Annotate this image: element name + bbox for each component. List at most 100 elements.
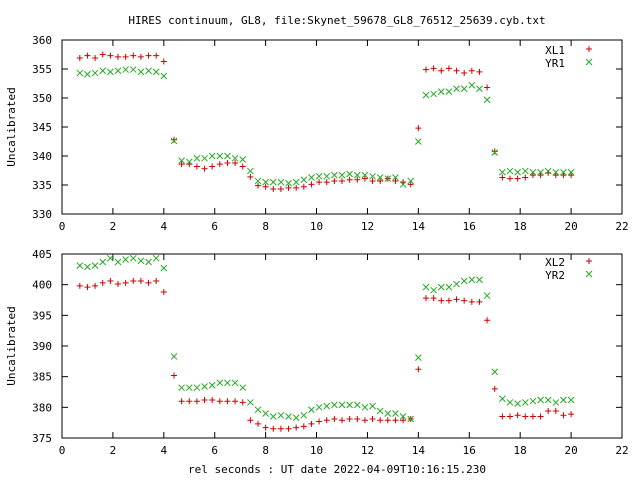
data-point-xl1-glyph [122, 53, 129, 60]
data-point-yr1-glyph [476, 85, 483, 93]
data-point-yr2 [353, 401, 361, 409]
data-point-xl2-glyph [76, 282, 83, 289]
data-point-yr1-glyph [224, 152, 231, 160]
data-point-xl1 [354, 176, 361, 183]
data-point-xl2 [76, 282, 83, 289]
data-point-yr2-glyph [476, 276, 483, 284]
data-point-yr2 [91, 262, 99, 270]
data-point-xl1 [438, 67, 445, 74]
x-tick-label: 16 [463, 444, 476, 457]
data-point-xl1-glyph [453, 67, 460, 74]
x-tick-label: 16 [463, 220, 476, 233]
data-point-xl1-glyph [415, 125, 422, 132]
data-point-yr2-glyph [361, 403, 369, 411]
upper-y-axis-label: Uncalibrated [5, 87, 18, 166]
data-point-yr2 [292, 414, 300, 422]
data-point-yr1 [185, 158, 193, 166]
data-point-xl2-glyph [130, 277, 137, 284]
chart-title: HIRES continuum, GL8, file:Skynet_59678_… [128, 14, 545, 27]
data-point-yr1-glyph [445, 88, 453, 95]
data-point-xl2-glyph [423, 295, 429, 302]
data-point-yr2 [114, 258, 122, 266]
data-point-yr1 [269, 178, 277, 186]
data-point-yr1-glyph [137, 68, 145, 76]
data-point-xl2-glyph [392, 417, 399, 424]
data-point-yr1-glyph [292, 178, 300, 186]
data-point-yr2-glyph [137, 257, 145, 265]
data-point-yr1-glyph [529, 168, 537, 176]
data-point-yr1-glyph [399, 181, 407, 188]
data-point-yr1-glyph [129, 66, 137, 73]
data-point-yr2 [208, 381, 216, 389]
data-point-xl1 [514, 175, 521, 182]
data-point-xl2 [153, 277, 160, 284]
upper-data-points [76, 51, 575, 193]
lower-panel: Uncalibrated 0 2 4 6 8 10 12 14 16 18 20 22 375 380 38… [5, 248, 629, 457]
data-point-xl2-glyph [415, 366, 422, 373]
data-point-yr1 [567, 168, 575, 176]
data-point-yr1 [483, 96, 491, 104]
data-point-xl1 [461, 70, 468, 77]
y-tick-label: 345 [32, 121, 52, 134]
data-point-yr2-glyph [262, 410, 269, 417]
data-point-yr2-glyph [323, 402, 331, 410]
data-point-xl1 [285, 184, 292, 191]
data-point-yr1-glyph [107, 68, 114, 76]
data-point-yr2-glyph [506, 399, 514, 406]
data-point-xl1 [507, 175, 513, 182]
data-point-xl2 [468, 298, 475, 305]
data-point-xl1-glyph [529, 172, 536, 179]
data-point-xl1 [76, 54, 83, 61]
data-point-yr2-glyph [567, 396, 575, 404]
data-point-xl2 [476, 298, 483, 305]
y-tick-label: 395 [32, 309, 52, 322]
data-point-xl2 [300, 423, 307, 430]
data-point-yr2-glyph [384, 410, 392, 417]
data-point-xl2 [430, 295, 437, 302]
data-point-yr2-glyph [376, 407, 384, 415]
data-point-xl2-glyph [122, 279, 129, 286]
data-point-xl1 [369, 177, 376, 184]
data-point-xl1-glyph [514, 175, 521, 182]
data-point-yr1 [84, 70, 91, 78]
data-point-yr1 [392, 174, 399, 181]
data-point-yr2-glyph [521, 399, 529, 406]
data-point-xl2 [316, 418, 323, 425]
data-point-yr2-glyph [201, 383, 208, 390]
x-tick-label: 18 [514, 444, 527, 457]
legend-label-xl2: XL2 [545, 256, 565, 269]
data-point-xl2-glyph [545, 408, 552, 415]
data-point-yr2 [193, 384, 201, 392]
data-point-xl2 [262, 424, 269, 431]
data-point-yr1 [122, 66, 129, 73]
data-point-xl1-glyph [445, 65, 452, 72]
data-point-xl1 [468, 67, 475, 74]
x-tick-label: 6 [211, 220, 218, 233]
data-point-yr2 [415, 354, 422, 362]
data-point-xl2-glyph [178, 398, 185, 405]
data-point-yr2-glyph [453, 280, 460, 288]
data-point-yr2-glyph [437, 283, 445, 291]
data-point-xl2-glyph [453, 296, 460, 303]
data-point-yr2-glyph [160, 264, 168, 272]
data-point-xl1-glyph [552, 172, 559, 179]
data-point-yr1 [491, 149, 499, 156]
data-point-yr1 [262, 178, 269, 186]
data-point-xl2 [277, 425, 284, 432]
data-point-xl2-glyph [300, 423, 307, 430]
data-point-xl2 [160, 289, 167, 296]
data-point-yr1-glyph [239, 156, 247, 163]
data-point-yr2 [560, 396, 567, 404]
data-point-yr1 [152, 68, 160, 76]
data-point-yr2 [323, 402, 331, 410]
data-point-yr2-glyph [91, 262, 99, 270]
data-point-xl2 [529, 413, 536, 420]
data-point-yr1 [422, 91, 430, 99]
data-point-yr2-glyph [491, 368, 499, 376]
upper-legend: XL1 YR1 [545, 44, 593, 70]
data-point-xl1 [209, 163, 216, 170]
data-point-yr2-glyph [346, 401, 353, 409]
data-point-yr2 [552, 399, 560, 406]
data-point-yr1-glyph [84, 70, 91, 78]
data-point-xl2 [491, 385, 498, 392]
